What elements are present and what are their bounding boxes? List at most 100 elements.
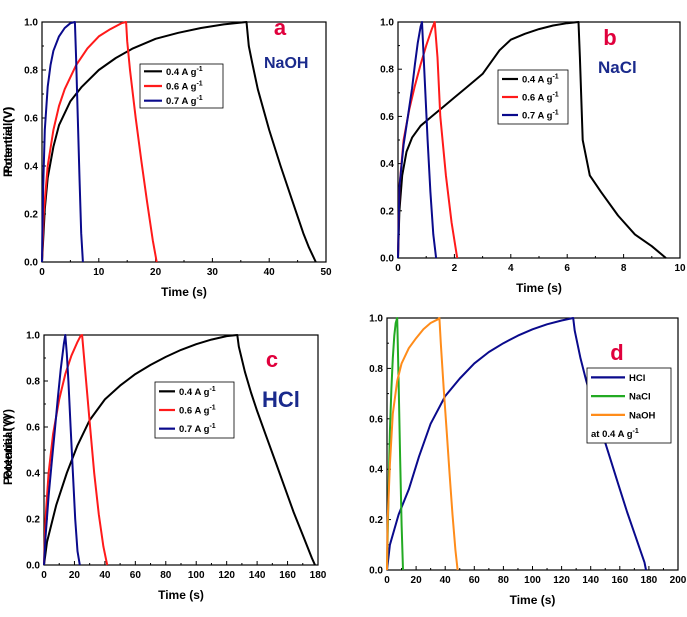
x-tick-label: 180 (641, 575, 658, 586)
y-tick-label: 0.2 (380, 206, 394, 217)
x-tick-label: 20 (69, 570, 81, 581)
legend-note: at 0.4 A g-1 (591, 428, 639, 440)
x-tick-label: 10 (93, 267, 105, 278)
series-line-black (397, 21, 667, 259)
y-tick-label: 0.2 (369, 515, 383, 526)
x-tick-label: 2 (452, 263, 458, 274)
y-tick-label: 0.8 (24, 66, 38, 77)
y-tick-label: 0.6 (380, 112, 394, 123)
legend-label: HCl (629, 373, 645, 384)
y-axis-title: Potential (V) (1, 415, 15, 485)
y-tick-label: 0.0 (26, 561, 40, 572)
x-tick-label: 100 (524, 575, 541, 586)
x-tick-label: 140 (249, 570, 266, 581)
x-axis-title: Time (s) (158, 588, 204, 602)
panel-letter: c (266, 347, 278, 372)
series-line-blue (41, 21, 84, 263)
x-axis-title: Time (s) (510, 593, 556, 607)
panel-d: 0 20 40 60 80 100 120 140 160 180 2000.00.20.40.60… (1, 314, 687, 608)
x-tick-label: 0 (395, 263, 401, 274)
y-tick-label: 0.8 (369, 364, 383, 375)
legend: 0.4 A g-1 0.6 A g-1 0.7 A g-1 (139, 63, 224, 109)
series-line-black (43, 334, 316, 566)
x-tick-label: 160 (279, 570, 296, 581)
y-tick-label: 0.0 (369, 566, 383, 577)
y-axis-title: Potential(V) (1, 107, 15, 174)
x-tick-label: 120 (553, 575, 570, 586)
panel-label: NaCl (598, 58, 637, 77)
legend-label: NaCl (629, 392, 651, 403)
x-tick-label: 6 (564, 263, 570, 274)
x-tick-label: 10 (674, 263, 686, 274)
legend: 0.4 A g-1 0.6 A g-1 0.7 A g-1 (497, 69, 569, 125)
legend-label: 0.4 A g-1 (179, 386, 216, 398)
y-tick-label: 0.8 (26, 377, 40, 388)
panel-letter: d (610, 340, 623, 365)
y-tick-label: 1.0 (380, 18, 394, 29)
x-tick-label: 80 (498, 575, 510, 586)
legend-label: 0.4 A g-1 (522, 74, 559, 86)
x-tick-label: 50 (320, 267, 332, 278)
y-tick-label: 1.0 (24, 18, 38, 29)
series-line-green (386, 317, 404, 571)
x-tick-label: 30 (207, 267, 219, 278)
panel-label: NaOH (264, 55, 308, 72)
x-tick-label: 0 (384, 575, 390, 586)
series-line-blue (386, 317, 647, 571)
y-tick-label: 0.8 (380, 65, 394, 76)
series-line-blue (43, 334, 81, 566)
y-tick-label: 0.6 (24, 114, 38, 125)
x-tick-label: 180 (310, 570, 327, 581)
x-tick-label: 120 (218, 570, 235, 581)
y-tick-label: 1.0 (26, 331, 40, 342)
panel-label: HCl (262, 387, 300, 412)
y-tick-label: 0.0 (24, 258, 38, 269)
panel-c: 0 20 40 60 80 100 120 140 160 180 0.0 0.2 0.4 0.6 0.8 1… (1, 331, 327, 603)
y-tick-label: 0.0 (380, 254, 394, 265)
legend-label: 0.6 A g-1 (166, 81, 203, 93)
x-tick-label: 20 (150, 267, 162, 278)
x-tick-label: 140 (582, 575, 599, 586)
x-tick-label: 60 (469, 575, 481, 586)
y-axis-title: Potential (V) (1, 409, 15, 479)
x-tick-label: 20 (411, 575, 423, 586)
x-axis-title: Time (s) (161, 285, 207, 299)
series-line-black (41, 21, 317, 263)
plot-frame (397, 21, 681, 259)
x-tick-label: 100 (188, 570, 205, 581)
y-tick-label: 1.0 (369, 314, 383, 325)
y-tick-label: 0.6 (369, 414, 383, 425)
panel-a: 0 10 20 30 40 50 0.0 0.2 0.4 0.6 0.8 1.0 Time (s) Pot… (1, 15, 332, 299)
legend-label: 0.4 A g-1 (166, 66, 203, 78)
y-tick-label: 0.4 (380, 159, 394, 170)
x-tick-label: 80 (160, 570, 172, 581)
series-line-blue (397, 21, 438, 259)
x-tick-label: 60 (130, 570, 142, 581)
legend: HCl NaCl NaOH at 0.4 A g-1 (586, 367, 672, 444)
y-tick-label: 0.4 (24, 162, 38, 173)
y-tick-label: 0.6 (26, 423, 40, 434)
panel-b: 0 2 4 6 8 10 0.0 0.2 0.4 0.6 0.8 1.0 Time (s) Potenti… (1, 18, 686, 296)
x-tick-label: 160 (611, 575, 628, 586)
panel-letter: b (603, 25, 616, 50)
legend-label: 0.7 A g-1 (166, 95, 203, 107)
y-tick-label: 0.2 (26, 515, 40, 526)
panel-letter: a (274, 15, 287, 40)
x-tick-label: 0 (39, 267, 45, 278)
x-axis-title: Time (s) (516, 281, 562, 295)
x-tick-label: 40 (264, 267, 276, 278)
y-tick-label: 0.4 (26, 469, 40, 480)
y-tick-label: 0.4 (369, 465, 383, 476)
y-tick-label: 0.2 (24, 210, 38, 221)
legend-label: 0.7 A g-1 (179, 423, 216, 435)
y-axis-title: Potential (V) (1, 107, 15, 177)
legend: 0.4 A g-1 0.6 A g-1 0.7 A g-1 (154, 381, 235, 439)
x-tick-label: 40 (99, 570, 111, 581)
legend-label: 0.6 A g-1 (522, 92, 559, 104)
legend-label: 0.7 A g-1 (522, 110, 559, 122)
x-tick-label: 4 (508, 263, 514, 274)
x-tick-label: 0 (41, 570, 47, 581)
legend-box (586, 367, 672, 444)
legend-label: 0.6 A g-1 (179, 405, 216, 417)
